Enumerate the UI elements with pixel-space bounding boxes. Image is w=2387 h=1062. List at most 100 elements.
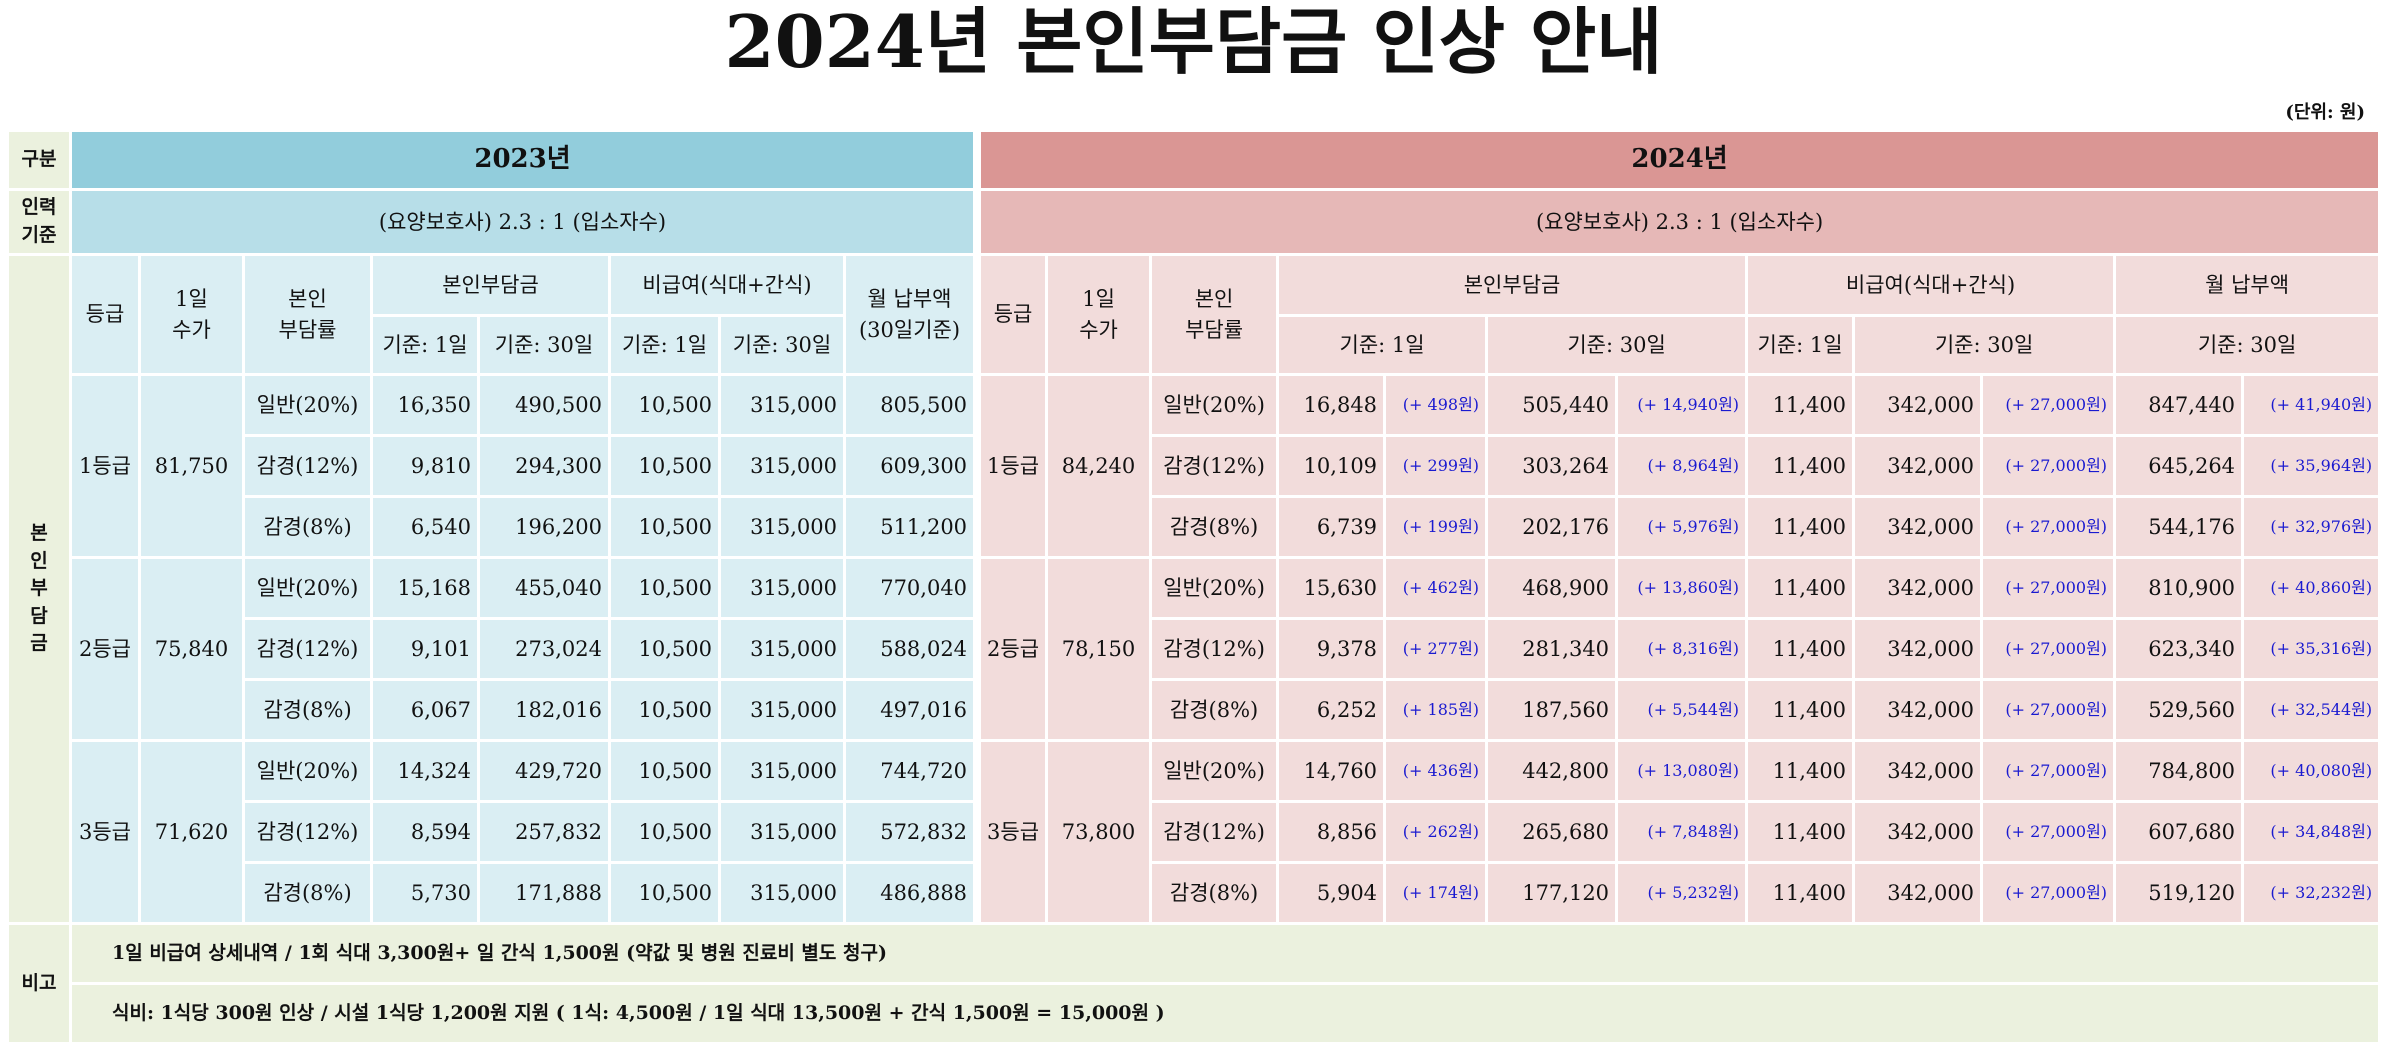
amount: 315,000 bbox=[721, 864, 843, 922]
amount: 342,000 bbox=[1855, 803, 1981, 861]
daily-fee: 84,240 bbox=[1048, 376, 1150, 556]
amount: 196,200 bbox=[480, 498, 608, 556]
table-row: 감경(8%) 6,540 196,200 10,500 315,000 511,200 감경… bbox=[9, 498, 2379, 556]
amount: 273,024 bbox=[480, 620, 608, 678]
grade: 3등급 bbox=[72, 742, 138, 922]
amount: 8,856 bbox=[1279, 803, 1384, 861]
increase: (+ 27,000원) bbox=[1983, 864, 2114, 922]
amount: 342,000 bbox=[1855, 742, 1981, 800]
note: 1일 비급여 상세내역 / 1회 식대 3,300원+ 일 간식 1,500원 … bbox=[72, 925, 2379, 982]
amount: 16,350 bbox=[373, 376, 477, 434]
year-header: 2023년 bbox=[72, 132, 974, 188]
amount: 10,500 bbox=[611, 742, 718, 800]
increase: (+ 27,000원) bbox=[1983, 376, 2114, 434]
table-row: 본 인 부 담 금 등급 1일 수가 본인 부담률 본인부담금 비급여(식대+간식) 월 납… bbox=[9, 256, 2379, 922]
amount: 6,739 bbox=[1279, 498, 1384, 556]
increase: (+ 5,976원) bbox=[1618, 498, 1746, 556]
amount: 294,300 bbox=[480, 437, 608, 495]
amount: 281,340 bbox=[1488, 620, 1616, 678]
increase: (+ 7,848원) bbox=[1618, 803, 1746, 861]
amount: 187,560 bbox=[1488, 681, 1616, 739]
increase: (+ 8,316원) bbox=[1618, 620, 1746, 678]
rate: 감경(12%) bbox=[1152, 437, 1277, 495]
amount: 315,000 bbox=[721, 742, 843, 800]
amount: 11,400 bbox=[1748, 803, 1853, 861]
rate: 감경(12%) bbox=[245, 803, 370, 861]
table-body: 구분 2023년 2024년 인력 기준 (요양보호사) 2.3 : 1 (입소자수)(… bbox=[9, 132, 2379, 1042]
amount: 429,720 bbox=[480, 742, 608, 800]
amount: 770,040 bbox=[846, 559, 974, 617]
amount: 744,720 bbox=[846, 742, 974, 800]
amount: 468,900 bbox=[1488, 559, 1616, 617]
increase: (+ 34,848원) bbox=[2244, 803, 2379, 861]
note: 식비: 1식당 300원 인상 / 시설 1식당 1,200원 지원 ( 1식:… bbox=[72, 985, 2379, 1042]
increase: (+ 299원) bbox=[1386, 437, 1486, 495]
amount: 11,400 bbox=[1748, 437, 1853, 495]
amount: 10,500 bbox=[611, 376, 718, 434]
increase: (+ 8,964원) bbox=[1618, 437, 1746, 495]
column-header: 기준: 30일 bbox=[480, 317, 608, 373]
amount: 810,900 bbox=[2116, 559, 2242, 617]
amount: 442,800 bbox=[1488, 742, 1616, 800]
column-header: 본인부담금 bbox=[373, 256, 608, 314]
increase: (+ 41,940원) bbox=[2244, 376, 2379, 434]
rate: 일반(20%) bbox=[1152, 742, 1277, 800]
table-row: 기준: 1일 기준: 30일 기준: 1일 기준: 30일 기준: 1일 기준: 30일 기… bbox=[9, 317, 2379, 373]
amount: 342,000 bbox=[1855, 681, 1981, 739]
increase: (+ 32,976원) bbox=[2244, 498, 2379, 556]
table-row: 감경(12%) 8,594 257,832 10,500 315,000 572,832 감… bbox=[9, 803, 2379, 861]
amount: 10,500 bbox=[611, 620, 718, 678]
amount: 15,630 bbox=[1279, 559, 1384, 617]
column-header: 본인부담금 bbox=[1279, 256, 1746, 314]
increase: (+ 35,964원) bbox=[2244, 437, 2379, 495]
column-header: 기준: 1일 bbox=[611, 317, 718, 373]
table-row: 1등급 81,750 일반(20%) 16,350 490,500 10,500 315,0… bbox=[9, 376, 2379, 556]
column-header: 기준: 1일 bbox=[1279, 317, 1486, 373]
increase: (+ 27,000원) bbox=[1983, 803, 2114, 861]
increase: (+ 27,000원) bbox=[1983, 742, 2114, 800]
increase: (+ 13,080원) bbox=[1618, 742, 1746, 800]
amount: 303,264 bbox=[1488, 437, 1616, 495]
increase: (+ 27,000원) bbox=[1983, 559, 2114, 617]
amount: 10,500 bbox=[611, 681, 718, 739]
increase: (+ 262원) bbox=[1386, 803, 1486, 861]
amount: 9,378 bbox=[1279, 620, 1384, 678]
amount: 14,760 bbox=[1279, 742, 1384, 800]
amount: 342,000 bbox=[1855, 864, 1981, 922]
row-header: 본 인 부 담 금 bbox=[9, 256, 69, 922]
column-header: 기준: 30일 bbox=[1488, 317, 1746, 373]
amount: 505,440 bbox=[1488, 376, 1616, 434]
increase: (+ 185원) bbox=[1386, 681, 1486, 739]
increase: (+ 436원) bbox=[1386, 742, 1486, 800]
amount: 315,000 bbox=[721, 559, 843, 617]
column-header: 등급 bbox=[976, 256, 1046, 373]
amount: 588,024 bbox=[846, 620, 974, 678]
table-row: 구분 2023년 2024년 bbox=[9, 132, 2379, 188]
amount: 315,000 bbox=[721, 681, 843, 739]
amount: 342,000 bbox=[1855, 376, 1981, 434]
grade: 1등급 bbox=[976, 376, 1046, 556]
column-header: 기준: 1일 bbox=[373, 317, 477, 373]
increase: (+ 40,860원) bbox=[2244, 559, 2379, 617]
amount: 519,120 bbox=[2116, 864, 2242, 922]
increase: (+ 498원) bbox=[1386, 376, 1486, 434]
table-row: 3등급 71,620 일반(20%) 14,324 429,720 10,500 315,0… bbox=[9, 742, 2379, 922]
column-header: 기준: 30일 bbox=[1855, 317, 2114, 373]
amount: 11,400 bbox=[1748, 620, 1853, 678]
rate: 감경(12%) bbox=[245, 620, 370, 678]
amount: 5,730 bbox=[373, 864, 477, 922]
amount: 623,340 bbox=[2116, 620, 2242, 678]
amount: 10,500 bbox=[611, 803, 718, 861]
amount: 15,168 bbox=[373, 559, 477, 617]
rate: 일반(20%) bbox=[245, 742, 370, 800]
row-header: 비고 bbox=[9, 925, 69, 1042]
row-header: 인력 기준 bbox=[9, 191, 69, 253]
table-row: 감경(12%) 9,810 294,300 10,500 315,000 609,300 감… bbox=[9, 437, 2379, 495]
column-header: 1일 수가 bbox=[141, 256, 242, 373]
amount: 265,680 bbox=[1488, 803, 1616, 861]
grade: 2등급 bbox=[72, 559, 138, 739]
increase: (+ 174원) bbox=[1386, 864, 1486, 922]
amount: 455,040 bbox=[480, 559, 608, 617]
amount: 342,000 bbox=[1855, 620, 1981, 678]
column-header: 본인 부담률 bbox=[1152, 256, 1277, 373]
